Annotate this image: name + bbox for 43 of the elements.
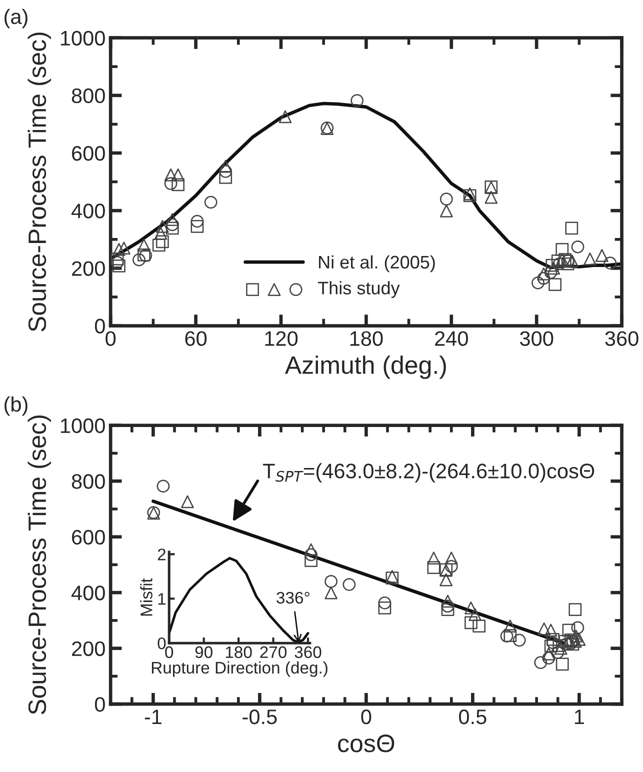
y-tick-label: 2 bbox=[158, 548, 166, 560]
x-tick-label: 0 bbox=[106, 331, 116, 346]
y-tick-label: 600 bbox=[72, 530, 105, 545]
y-tick-label: 0 bbox=[94, 318, 105, 334]
x-tick-label: 300 bbox=[520, 331, 554, 346]
x-tick-label: 1 bbox=[574, 710, 584, 724]
x-tick-label: 180 bbox=[350, 331, 383, 346]
y-tick-label: 200 bbox=[72, 261, 105, 276]
y-tick-label: 400 bbox=[71, 204, 105, 218]
x-tick-label: 0 bbox=[361, 709, 372, 724]
y-tick-label: 200 bbox=[72, 641, 105, 656]
x-tick-label: 120 bbox=[265, 331, 298, 346]
annotation: T$_{SPT}$=(463.0±8.2)-(264.6±10.0)cosΘ bbox=[263, 463, 594, 483]
y-tick-label: 800 bbox=[72, 474, 105, 489]
y-tick-label: 800 bbox=[72, 88, 105, 104]
x-tick-label: 180 bbox=[226, 646, 252, 658]
x-axis-title: Rupture Direction (deg.) bbox=[152, 661, 328, 677]
x-tick-label: 90 bbox=[195, 646, 212, 658]
y-axis-title: Source-Process Time (sec) bbox=[28, 32, 52, 332]
annotation: 336° bbox=[276, 592, 310, 604]
legend-label: Ni et al. (2005) bbox=[319, 255, 435, 272]
y-tick-label: 1000 bbox=[60, 418, 105, 434]
y-tick-label: 400 bbox=[71, 586, 105, 600]
y-tick-label: 1000 bbox=[60, 30, 105, 46]
y-tick-label: 600 bbox=[72, 146, 105, 161]
x-tick-label: 270 bbox=[260, 646, 287, 658]
y-tick-label: 0 bbox=[158, 637, 166, 650]
x-axis-title: Azimuth (deg.) bbox=[284, 356, 446, 379]
legend-label: This study bbox=[318, 281, 400, 298]
y-tick-label: 1 bbox=[158, 593, 166, 605]
x-tick-label: 360 bbox=[605, 331, 638, 346]
x-tick-label: -1 bbox=[144, 710, 162, 724]
chart-title: (a) bbox=[4, 8, 28, 28]
y-axis-title: Source-Process Time (sec) bbox=[28, 416, 52, 714]
x-tick-label: 0.5 bbox=[459, 709, 486, 724]
x-axis-title: cosΘ bbox=[338, 734, 394, 752]
y-tick-label: 0 bbox=[94, 697, 105, 712]
x-tick-label: 60 bbox=[185, 331, 207, 346]
x-tick-label: -0.5 bbox=[242, 709, 277, 724]
x-tick-label: 240 bbox=[435, 331, 468, 346]
chart-title: (b) bbox=[4, 396, 28, 416]
x-tick-label: 360 bbox=[294, 646, 322, 658]
y-axis-title: Misfit bbox=[140, 578, 152, 616]
